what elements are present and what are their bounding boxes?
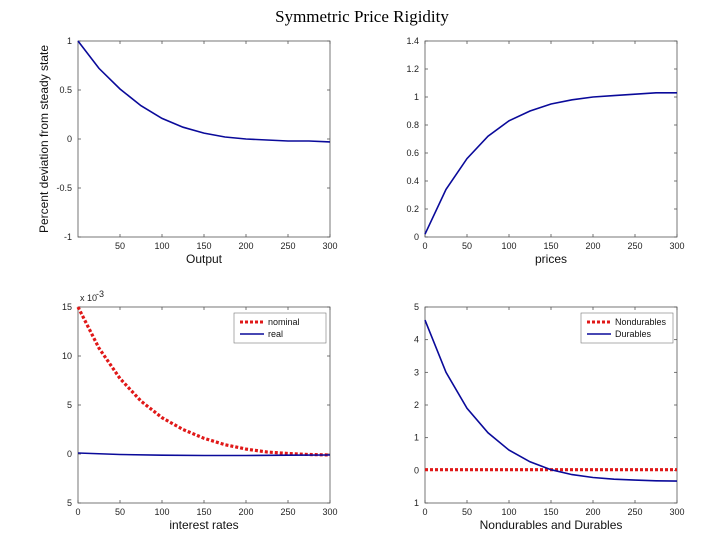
x-tick-label: 150	[543, 241, 558, 251]
x-tick-label: 300	[322, 241, 337, 251]
x-tick-label: 250	[627, 241, 642, 251]
y-tick-label: 1	[414, 433, 419, 443]
y-tick-label: 0.2	[406, 204, 419, 214]
y-tick-label: 1.4	[406, 36, 419, 46]
x-tick-label: 300	[322, 507, 337, 517]
y-tick-label: 5	[67, 400, 72, 410]
x-tick-label: 250	[280, 507, 295, 517]
y-axis-label: Percent deviation from steady state	[37, 45, 51, 233]
series-line-output	[78, 41, 330, 142]
x-tick-label: 250	[627, 507, 642, 517]
y-tick-label: 1	[414, 498, 419, 508]
x-tick-label: 150	[196, 241, 211, 251]
legend-label: nominal	[268, 317, 300, 327]
y-tick-label: 1	[67, 36, 72, 46]
plot-frame	[78, 41, 330, 237]
y-tick-label: 15	[62, 302, 72, 312]
x-axis-label: prices	[535, 252, 567, 266]
x-tick-label: 100	[501, 241, 516, 251]
y-tick-label: 5	[414, 302, 419, 312]
legend-label: Nondurables	[615, 317, 667, 327]
y-tick-label: 3	[414, 367, 419, 377]
y-tick-label: 10	[62, 351, 72, 361]
y-tick-label: 1	[414, 92, 419, 102]
y-tick-label: 4	[414, 335, 419, 345]
figure-title: Symmetric Price Rigidity	[275, 7, 449, 26]
panel-output: 50 100 150 200 250 300 1 0.5 0 -0.5 -1 Output Percen…	[37, 36, 338, 266]
x-tick-label: 50	[462, 507, 472, 517]
x-tick-label: 100	[501, 507, 516, 517]
y-tick-label: 0	[414, 465, 419, 475]
y-tick-label: -1	[64, 232, 72, 242]
y-tick-label: 0.6	[406, 148, 419, 158]
x-axis-label: interest rates	[169, 518, 238, 532]
y-tick-label: 0	[414, 232, 419, 242]
x-tick-label: 0	[422, 241, 427, 251]
x-tick-label: 100	[154, 241, 169, 251]
x-tick-label: 300	[669, 241, 684, 251]
x-tick-label: 0	[422, 507, 427, 517]
y-tick-label: 1.2	[406, 64, 419, 74]
series-line-durables	[425, 320, 677, 481]
x-tick-label: 200	[238, 507, 253, 517]
x-tick-label: 100	[154, 507, 169, 517]
x-tick-label: 200	[585, 507, 600, 517]
plot-frame	[425, 41, 677, 237]
y-tick-label: 0.8	[406, 120, 419, 130]
legend-label: Durables	[615, 329, 652, 339]
x-tick-label: 150	[196, 507, 211, 517]
y-tick-label: -0.5	[56, 183, 72, 193]
scale-note: x 10	[80, 293, 97, 303]
legend-label: real	[268, 329, 283, 339]
series-line-prices	[425, 93, 677, 234]
x-tick-label: 50	[462, 241, 472, 251]
panel-prices: 0 50 100 150 200 250 300 1.4 1.2 1 0.8 0.6 0.4 0.2 0 pr…	[406, 36, 684, 266]
x-tick-label: 150	[543, 507, 558, 517]
x-tick-label: 300	[669, 507, 684, 517]
y-tick-label: 2	[414, 400, 419, 410]
x-tick-label: 250	[280, 241, 295, 251]
y-tick-label: 5	[67, 498, 72, 508]
y-tick-label: 0	[67, 449, 72, 459]
x-tick-label: 200	[238, 241, 253, 251]
x-tick-label: 50	[115, 507, 125, 517]
scale-exponent: -3	[96, 289, 104, 299]
y-tick-label: 0	[67, 134, 72, 144]
x-axis-label: Nondurables and Durables	[480, 518, 623, 532]
y-tick-label: 0.5	[59, 85, 72, 95]
y-tick-label: 0.4	[406, 176, 419, 186]
figure: Symmetric Price Rigidity 50 100 150 200 250 3…	[0, 0, 720, 540]
x-tick-label: 50	[115, 241, 125, 251]
x-axis-label: Output	[186, 252, 223, 266]
x-tick-label: 200	[585, 241, 600, 251]
x-tick-label: 0	[75, 507, 80, 517]
